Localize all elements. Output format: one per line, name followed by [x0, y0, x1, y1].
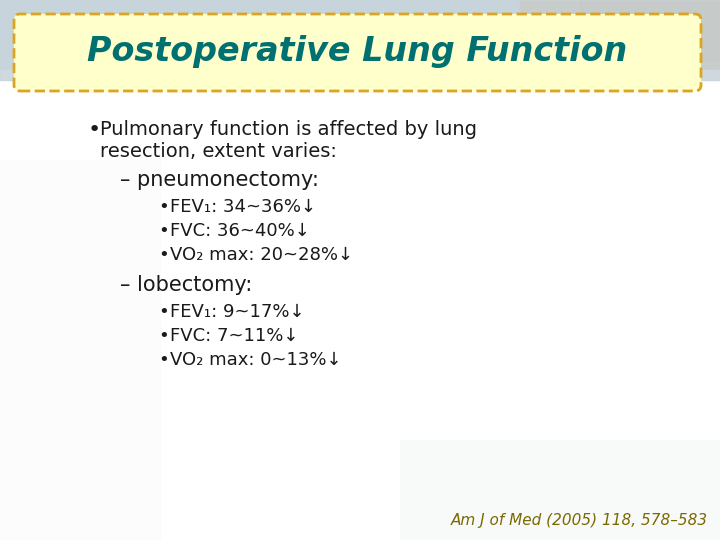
Text: FEV₁: 34~36%↓: FEV₁: 34~36%↓	[170, 198, 316, 216]
Text: VO₂ max: 0~13%↓: VO₂ max: 0~13%↓	[170, 351, 341, 369]
Text: VO₂ max: 20~28%↓: VO₂ max: 20~28%↓	[170, 246, 353, 264]
Text: •: •	[158, 303, 168, 321]
Text: – lobectomy:: – lobectomy:	[120, 275, 252, 295]
Text: •: •	[158, 327, 168, 345]
Text: Am J of Med (2005) 118, 578–583: Am J of Med (2005) 118, 578–583	[451, 513, 708, 528]
Text: FEV₁: 9~17%↓: FEV₁: 9~17%↓	[170, 303, 305, 321]
Bar	[0, 0, 720, 80]
Text: •: •	[158, 222, 168, 240]
Text: •: •	[158, 246, 168, 264]
Polygon shape	[520, 0, 720, 80]
Text: FVC: 7~11%↓: FVC: 7~11%↓	[170, 327, 299, 345]
Text: FVC: 36~40%↓: FVC: 36~40%↓	[170, 222, 310, 240]
FancyBboxPatch shape	[14, 14, 701, 91]
Text: •: •	[88, 120, 102, 140]
Bar	[0, 70, 720, 540]
Text: resection, extent varies:: resection, extent varies:	[100, 142, 337, 161]
Text: •: •	[158, 351, 168, 369]
Text: Pulmonary function is affected by lung: Pulmonary function is affected by lung	[100, 120, 477, 139]
Text: •: •	[158, 198, 168, 216]
Text: Postoperative Lung Function: Postoperative Lung Function	[87, 35, 627, 68]
Polygon shape	[400, 440, 720, 540]
Polygon shape	[580, 0, 720, 60]
Text: – pneumonectomy:: – pneumonectomy:	[120, 170, 319, 190]
Bar	[0, 0, 720, 80]
Polygon shape	[0, 160, 160, 540]
